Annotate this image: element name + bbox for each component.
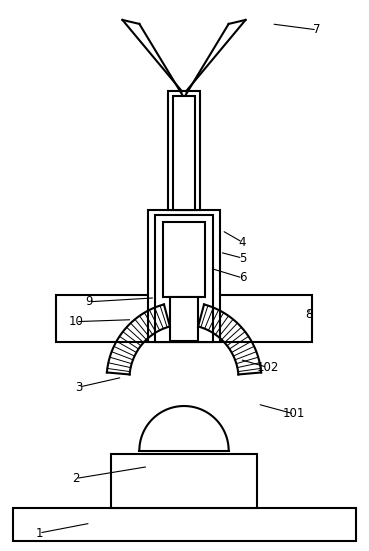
Text: 6: 6	[239, 272, 246, 284]
Text: 1: 1	[35, 527, 43, 539]
Bar	[13, 508, 356, 541]
Text: 4: 4	[239, 236, 246, 249]
Text: 9: 9	[85, 295, 93, 309]
Bar	[173, 96, 195, 210]
Text: 8: 8	[306, 308, 313, 321]
Text: 2: 2	[72, 472, 80, 485]
Text: 3: 3	[75, 381, 83, 393]
Text: 10: 10	[68, 315, 83, 328]
Bar	[148, 210, 220, 343]
Text: 102: 102	[256, 361, 279, 374]
Bar	[163, 223, 205, 297]
Bar	[168, 91, 200, 210]
Bar	[155, 215, 213, 343]
Text: 5: 5	[239, 252, 246, 264]
Bar	[56, 295, 312, 343]
Bar	[170, 297, 198, 342]
Text: 7: 7	[313, 23, 321, 36]
Text: 101: 101	[283, 407, 306, 420]
Bar	[111, 453, 258, 508]
